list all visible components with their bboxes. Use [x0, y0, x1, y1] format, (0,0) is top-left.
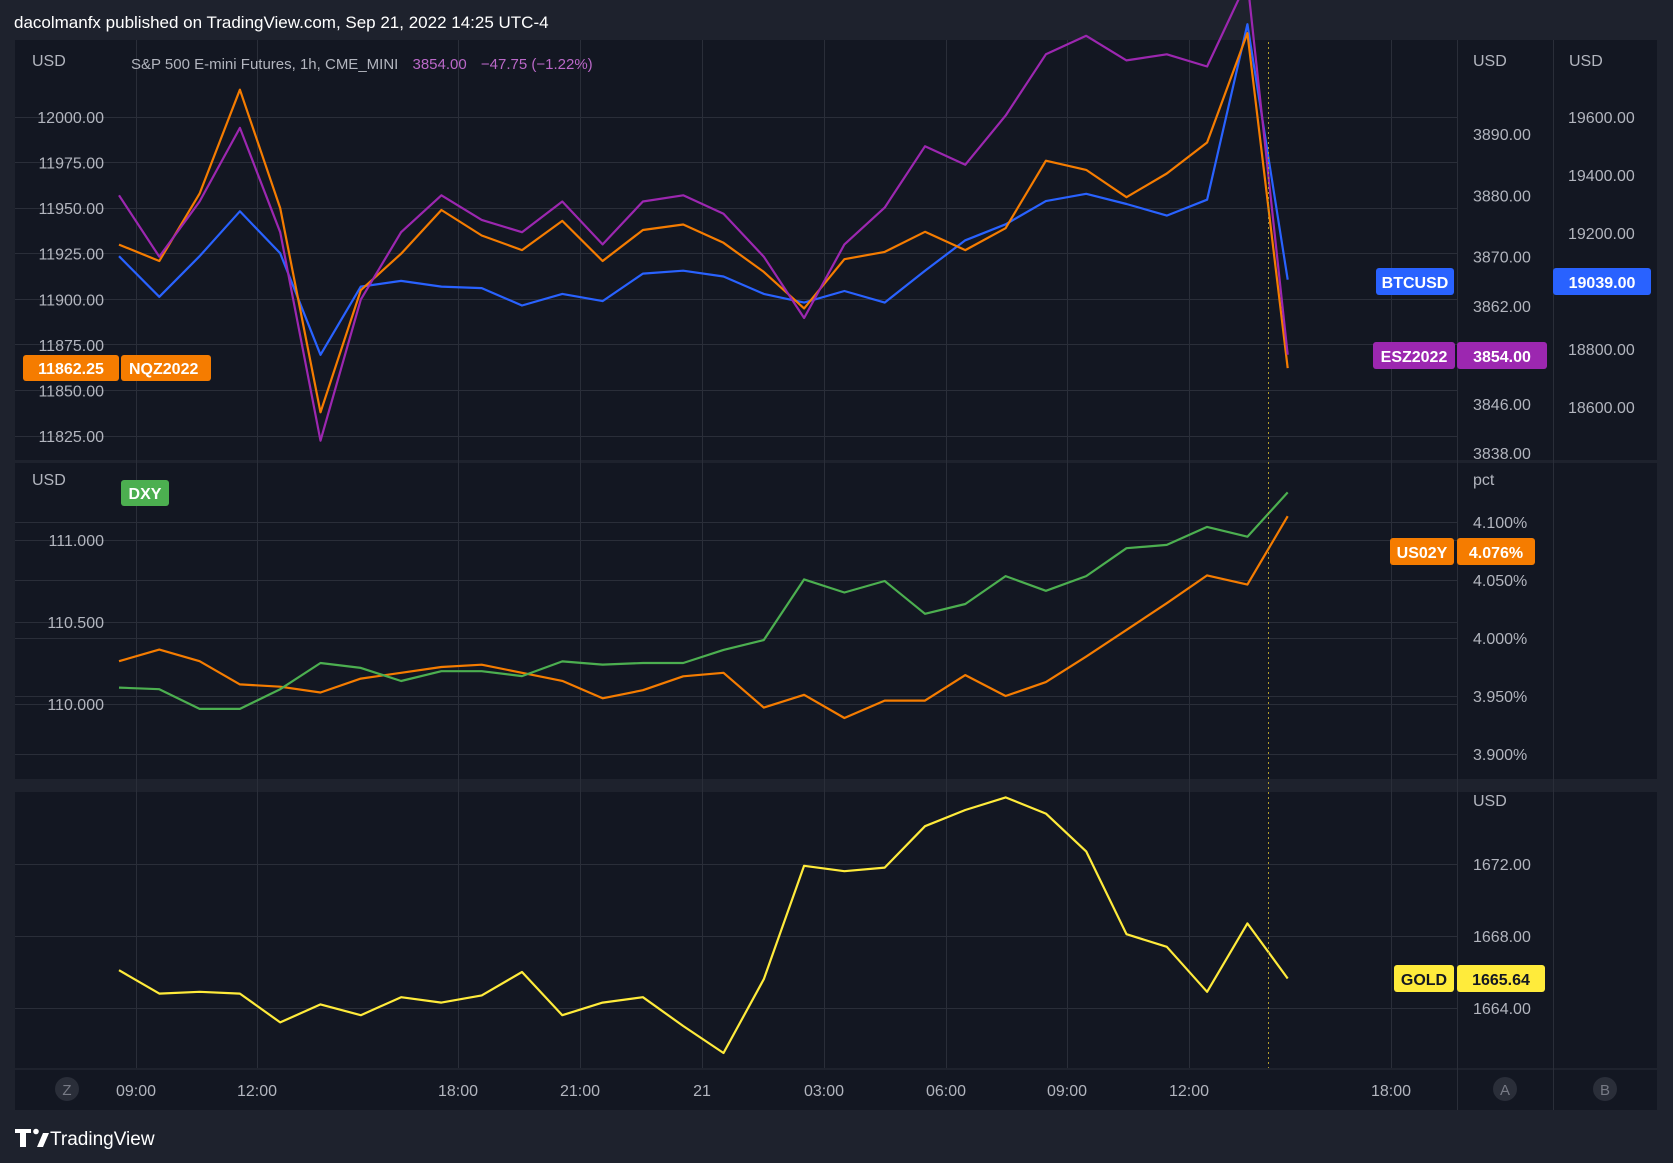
gold-series-line	[118, 796, 1289, 1055]
top-left-tick: 12000.00	[37, 110, 104, 127]
nq-price-tag: 11862.25	[23, 355, 119, 381]
scale-b-button[interactable]: B	[1593, 1077, 1617, 1101]
scale-b-label: B	[1600, 1082, 1610, 1099]
footer-brand: TradingView	[50, 1129, 155, 1150]
grid-lines	[15, 40, 1457, 1068]
us02y-symbol-tag: US02Y	[1390, 538, 1454, 565]
top-right1-tick: 3846.00	[1473, 397, 1531, 414]
time-tick-label: 03:00	[804, 1083, 844, 1100]
us02y-series-line	[118, 515, 1289, 720]
es-symbol-tag-text: ESZ2022	[1381, 349, 1448, 366]
legend-price: 3854.00	[413, 56, 467, 73]
series-lines	[118, 0, 1289, 1055]
btc-symbol-tag-text: BTCUSD	[1382, 275, 1449, 292]
nq-symbol-tag: NQZ2022	[121, 355, 211, 381]
middle-left-tick: 110.000	[47, 697, 104, 714]
us02y-symbol-tag-text: US02Y	[1397, 545, 1448, 562]
bottom-right-tick: 1668.00	[1473, 929, 1531, 946]
top-right1-tick: 3890.00	[1473, 127, 1531, 144]
time-tick-label: 12:00	[1169, 1083, 1209, 1100]
gold-symbol-tag-text: GOLD	[1401, 972, 1447, 989]
time-tick-label: 18:00	[438, 1083, 478, 1100]
btc-symbol-tag: BTCUSD	[1376, 268, 1454, 295]
bottom-right-tick: 1664.00	[1473, 1001, 1531, 1018]
top-right2-axis-unit: USD	[1569, 53, 1603, 70]
time-axis-bar	[15, 1070, 1657, 1110]
top-left-axis-unit: USD	[32, 53, 66, 70]
top-right2-tick: 18600.00	[1568, 400, 1635, 417]
axis-ticks: 09:00 12:00 18:00 21:00 21 03:00 06:00 09:00 12:…	[37, 110, 1635, 1100]
us02y-price-tag-text: 4.076%	[1469, 545, 1523, 562]
top-right1-tick: 3870.00	[1473, 250, 1531, 267]
legend-change: −47.75 (−1.22%)	[481, 56, 593, 73]
nq-price-tag-text: 11862.25	[38, 361, 104, 378]
top-left-tick: 11975.00	[38, 156, 104, 173]
time-tick-label: 09:00	[116, 1083, 156, 1100]
middle-right-tick: 3.900%	[1473, 747, 1527, 764]
middle-left-tick: 110.500	[47, 615, 104, 632]
top-left-tick: 11950.00	[38, 201, 104, 218]
gold-price-tag-text: 1665.64	[1472, 972, 1530, 989]
nqz2022-series-line	[118, 31, 1289, 414]
middle-right-tick: 4.100%	[1473, 515, 1527, 532]
top-right2-tick: 19200.00	[1568, 226, 1635, 243]
top-right1-axis-unit: USD	[1473, 53, 1507, 70]
bottom-right-axis-unit: USD	[1473, 793, 1507, 810]
time-tick-label: 09:00	[1047, 1083, 1087, 1100]
esz2022-series-line	[118, 0, 1289, 442]
btcusd-series-line	[118, 23, 1289, 356]
time-tick-label: 21	[693, 1083, 711, 1100]
scale-z-button[interactable]: Z	[55, 1077, 79, 1101]
top-right1-tick: 3838.00	[1473, 446, 1531, 463]
top-right1-tick: 3862.00	[1473, 299, 1531, 316]
top-right2-tick: 18800.00	[1568, 342, 1635, 359]
time-tick-label: 06:00	[926, 1083, 966, 1100]
top-right1-tick: 3880.00	[1473, 188, 1531, 205]
gold-price-tag: 1665.64	[1457, 965, 1545, 992]
middle-right-tick: 4.050%	[1473, 573, 1527, 590]
scale-a-label: A	[1500, 1082, 1510, 1099]
legend-row: S&P 500 E-mini Futures, 1h, CME_MINI 385…	[131, 56, 593, 73]
middle-right-tick: 4.000%	[1473, 631, 1527, 648]
top-left-tick: 11850.00	[38, 383, 104, 400]
top-right2-tick: 19600.00	[1568, 110, 1635, 127]
scale-a-button[interactable]: A	[1493, 1077, 1517, 1101]
middle-panel	[15, 463, 1657, 779]
time-tick-label: 18:00	[1371, 1083, 1411, 1100]
price-tags: 11862.25 NQZ2022 BTCUSD 19039.00 ESZ2022 3854…	[23, 268, 1651, 992]
top-left-tick: 11925.00	[38, 247, 104, 264]
top-left-tick: 11825.00	[38, 429, 104, 446]
middle-left-axis-unit: USD	[32, 472, 66, 489]
middle-right-tick: 3.950%	[1473, 689, 1527, 706]
dxy-symbol-tag-text: DXY	[129, 486, 162, 503]
bottom-panel	[15, 792, 1657, 1068]
top-left-tick: 11900.00	[38, 292, 104, 309]
dxy-symbol-tag: DXY	[121, 480, 169, 506]
time-tick-label: 12:00	[237, 1083, 277, 1100]
gold-symbol-tag: GOLD	[1394, 965, 1454, 992]
btc-price-tag: 19039.00	[1553, 268, 1651, 295]
btc-price-tag-text: 19039.00	[1569, 275, 1636, 292]
scale-z-label: Z	[62, 1082, 71, 1099]
time-tick-label: 21:00	[560, 1083, 600, 1100]
top-left-tick: 11875.00	[38, 338, 104, 355]
es-price-tag-text: 3854.00	[1473, 349, 1531, 366]
middle-right-axis-unit: pct	[1473, 472, 1495, 489]
top-panel	[15, 40, 1657, 460]
top-right2-tick: 19400.00	[1568, 168, 1635, 185]
bottom-right-tick: 1672.00	[1473, 857, 1531, 874]
middle-left-tick: 111.000	[49, 533, 105, 550]
nq-symbol-tag-text: NQZ2022	[129, 361, 198, 378]
es-price-tag: 3854.00	[1457, 342, 1547, 369]
tradingview-logo-icon	[15, 1128, 49, 1147]
legend-symbol: S&P 500 E-mini Futures, 1h, CME_MINI	[131, 56, 398, 73]
publisher-header: dacolmanfx published on TradingView.com,…	[14, 13, 549, 32]
us02y-price-tag: 4.076%	[1457, 538, 1535, 565]
dxy-series-line	[118, 491, 1289, 711]
es-symbol-tag: ESZ2022	[1373, 342, 1455, 369]
